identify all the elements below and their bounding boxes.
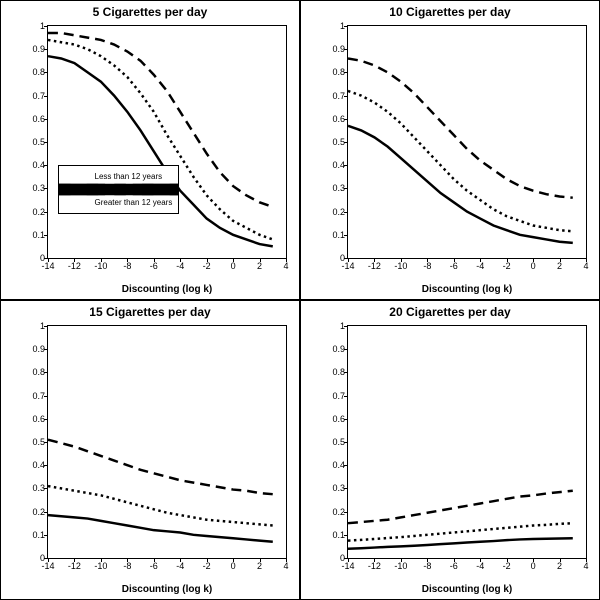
x-tick-mark [180,558,181,562]
x-tick-mark [348,558,349,562]
x-tick-mark [374,258,375,262]
x-tick-mark [427,558,428,562]
panel-1: 10 Cigarettes per dayEstimated Probabili… [300,0,600,300]
x-tick-mark [533,558,534,562]
x-axis-label: Discounting (log k) [347,284,587,295]
panel-title: 20 Cigarettes per day [301,305,599,319]
x-tick-mark [127,258,128,262]
x-tick-mark [74,258,75,262]
x-axis-label: Discounting (log k) [347,584,587,595]
x-tick-mark [286,258,287,262]
series-dashed [348,491,573,523]
x-tick-mark [154,558,155,562]
x-tick-mark [233,558,234,562]
x-tick-mark [560,558,561,562]
x-tick-mark [260,258,261,262]
panel-0: 5 Cigarettes per dayEstimated Probabilit… [0,0,300,300]
x-tick-mark [348,258,349,262]
series-solid [348,538,573,548]
x-tick-mark [533,258,534,262]
x-tick-mark [286,558,287,562]
x-tick-mark [454,558,455,562]
panel-title: 15 Cigarettes per day [1,305,299,319]
x-tick-mark [507,258,508,262]
x-axis-label: Discounting (log k) [47,284,287,295]
x-tick-mark [207,558,208,562]
curves-svg [48,326,286,558]
curves-svg [348,326,586,558]
x-tick-mark [207,258,208,262]
x-tick-mark [260,558,261,562]
series-dashed [48,440,273,495]
x-tick-mark [480,558,481,562]
plot-area: 00.10.20.30.40.50.60.70.80.91-14-12-10-8… [47,25,287,259]
panel-title: 10 Cigarettes per day [301,5,599,19]
x-tick-mark [127,558,128,562]
x-tick-mark [48,258,49,262]
curves-svg [348,26,586,258]
x-tick-mark [154,258,155,262]
plot-area: 00.10.20.30.40.50.60.70.80.91-14-12-10-8… [47,325,287,559]
x-tick-mark [507,558,508,562]
panel-3: 20 Cigarettes per dayEstimated Probabili… [300,300,600,600]
chart-grid: 5 Cigarettes per dayEstimated Probabilit… [0,0,600,600]
x-tick-mark [560,258,561,262]
series-dotted [348,91,573,231]
x-tick-mark [427,258,428,262]
x-tick-mark [401,258,402,262]
legend-row: Greater than 12 years [65,196,173,209]
x-tick-mark [101,258,102,262]
x-axis-label: Discounting (log k) [47,584,287,595]
x-tick-mark [74,558,75,562]
x-tick-mark [233,258,234,262]
plot-area: 00.10.20.30.40.50.60.70.80.91-14-12-10-8… [347,325,587,559]
x-tick-mark [374,558,375,562]
curves-svg [48,26,286,258]
panel-2: 15 Cigarettes per dayEstimated Probabili… [0,300,300,600]
x-tick-mark [101,558,102,562]
legend-swatch-dashed [65,198,91,208]
legend: Less than 12 years12 yearsGreater than 1… [58,165,180,214]
panel-title: 5 Cigarettes per day [1,5,299,19]
x-tick-mark [586,558,587,562]
series-solid [48,515,273,542]
x-tick-mark [48,558,49,562]
x-tick-mark [180,258,181,262]
x-tick-mark [480,258,481,262]
x-tick-mark [454,258,455,262]
x-tick-mark [586,258,587,262]
x-tick-mark [401,558,402,562]
series-dashed [348,58,573,197]
series-dotted [48,486,273,525]
plot-area: 00.10.20.30.40.50.60.70.80.91-14-12-10-8… [347,25,587,259]
